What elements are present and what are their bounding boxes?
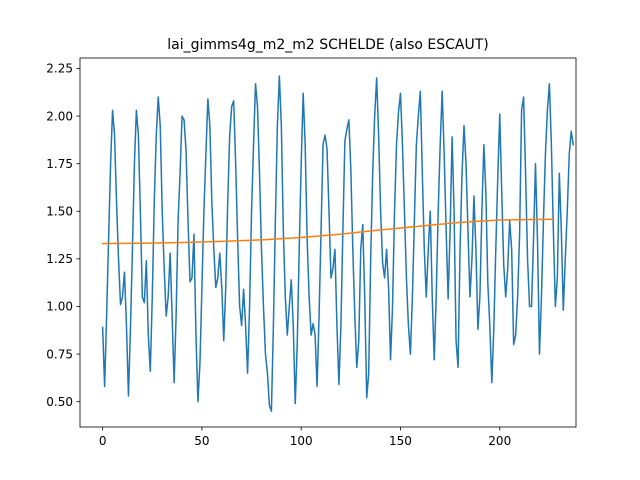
series-layer <box>101 75 575 412</box>
x-tick-label: 150 <box>389 434 412 448</box>
x-axis: 0 50 100 150 200 <box>99 427 511 448</box>
x-tick-label: 200 <box>488 434 511 448</box>
series-line-2 <box>101 218 555 245</box>
y-axis: 0.50 0.75 1.00 1.25 1.50 1.75 2.00 2.25 <box>46 62 80 409</box>
y-tick-label: 0.50 <box>46 395 73 409</box>
y-tick-label: 2.00 <box>46 109 73 123</box>
plot-area <box>79 57 577 428</box>
y-tick-label: 2.25 <box>46 62 73 76</box>
series-line-1 <box>101 75 575 412</box>
y-tick-label: 1.00 <box>46 300 73 314</box>
y-tick-label: 1.25 <box>46 252 73 266</box>
y-tick-label: 1.75 <box>46 157 73 171</box>
x-tick-label: 100 <box>290 434 313 448</box>
x-tick-label: 50 <box>194 434 209 448</box>
y-tick-label: 0.75 <box>46 347 73 361</box>
chart-title: lai_gimms4g_m2_m2 SCHELDE (also ESCAUT) <box>167 37 489 53</box>
x-tick-label: 0 <box>99 434 107 448</box>
axes-frame <box>79 57 577 428</box>
y-tick-label: 1.50 <box>46 204 73 218</box>
